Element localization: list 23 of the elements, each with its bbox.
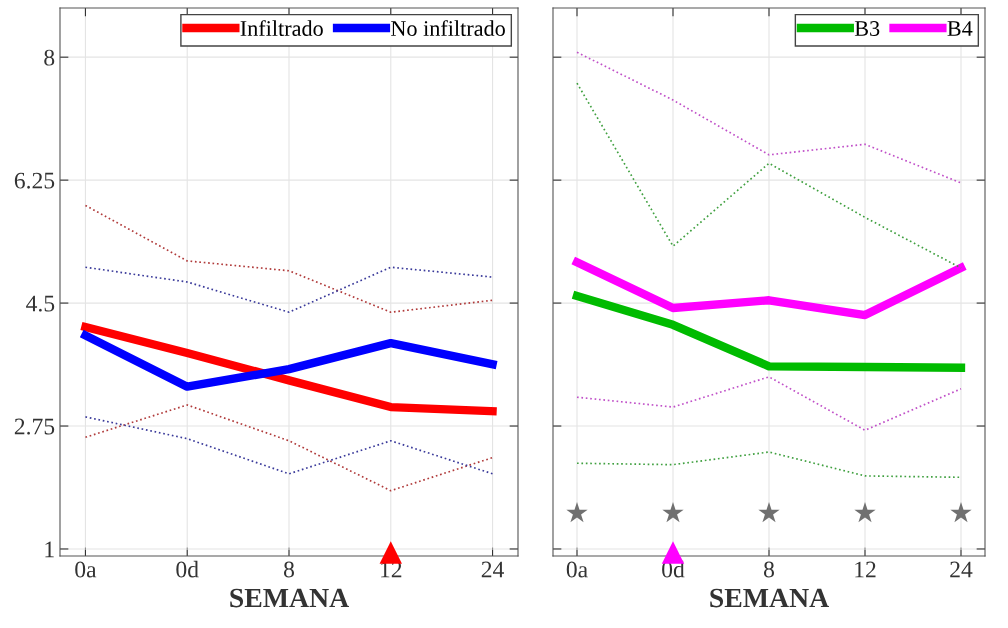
y-tick-label: 1 bbox=[45, 541, 54, 558]
x-tick-label: 8 bbox=[284, 561, 294, 578]
legend-label: B3 bbox=[854, 21, 880, 36]
x-axis-title: SEMANA bbox=[230, 588, 349, 608]
y-tick-label: 2.75 bbox=[14, 418, 55, 435]
legend-label: B4 bbox=[947, 21, 973, 36]
line-series bbox=[84, 416, 494, 475]
x-tick-label: 0a bbox=[566, 561, 588, 578]
x-tick-label: 24 bbox=[481, 561, 504, 578]
x-tick-label: 0a bbox=[75, 561, 97, 578]
x-tick-label: 0d bbox=[176, 560, 199, 578]
y-tick-label: 6.25 bbox=[14, 172, 55, 189]
x-axis-title: SEMANA bbox=[710, 588, 829, 608]
x-tick-label: 24 bbox=[950, 561, 973, 578]
legend-label: No infiltrado bbox=[391, 20, 505, 36]
line-series bbox=[84, 204, 494, 314]
y-tick-label: 8 bbox=[44, 49, 55, 66]
line-series bbox=[84, 266, 494, 314]
y-tick-label: 4.5 bbox=[26, 295, 55, 312]
x-tick-label: 12 bbox=[855, 561, 876, 578]
legend-label: Infiltrado bbox=[240, 20, 323, 36]
x-tick-label: 8 bbox=[764, 561, 774, 578]
line-series bbox=[84, 404, 494, 492]
